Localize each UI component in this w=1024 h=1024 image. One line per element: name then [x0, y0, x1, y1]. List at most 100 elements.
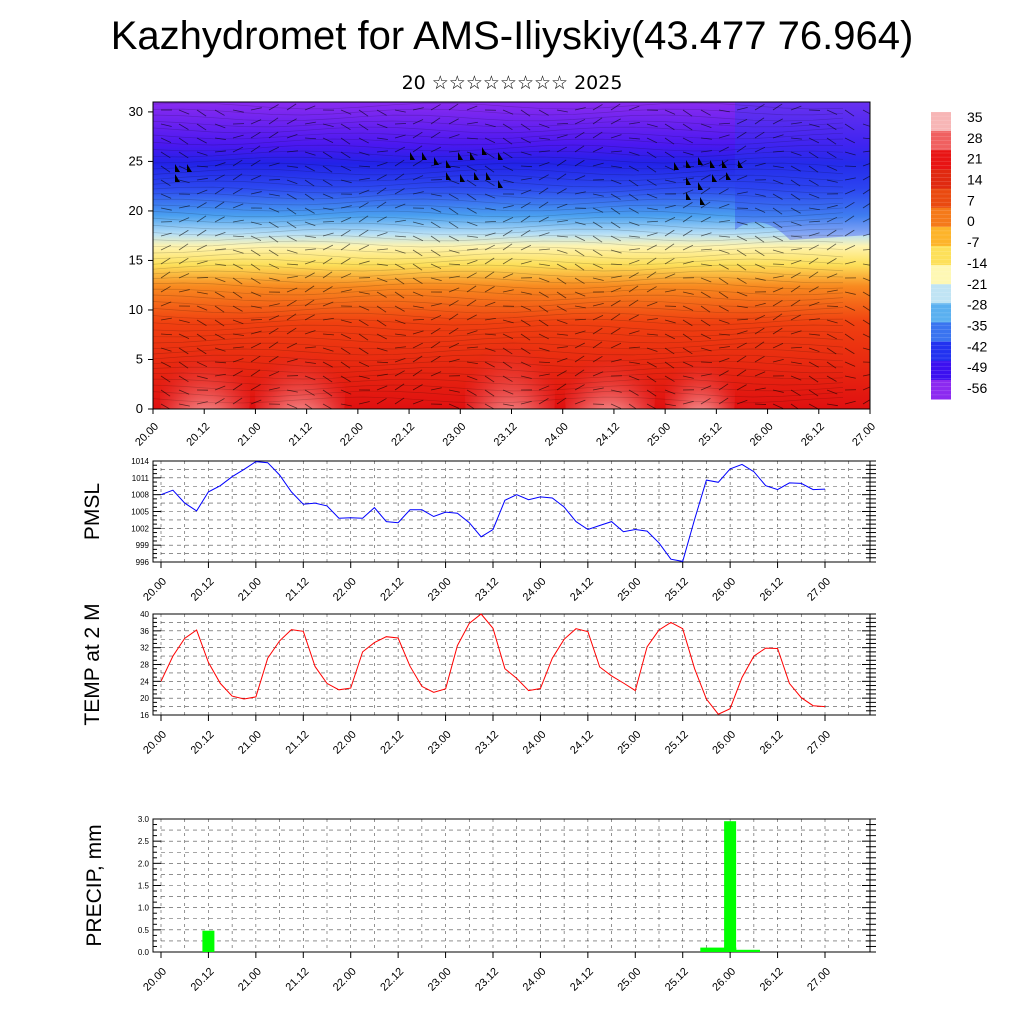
wind-barb [556, 291, 567, 299]
wind-barb [160, 333, 173, 336]
wind-streak [153, 198, 844, 206]
wind-barb [844, 244, 856, 251]
pmsl-y-tick-label: 1014 [131, 457, 149, 466]
wind-barb [826, 151, 837, 159]
wind-barb [682, 202, 693, 209]
wind-flag-14 [486, 172, 491, 180]
wind-barb [538, 291, 549, 298]
wind-barb [430, 221, 441, 229]
wind-barb [178, 123, 189, 130]
wind-barb [556, 277, 567, 285]
pmsl-x-tick-label: 26.12 [758, 576, 786, 604]
wind-streak [153, 180, 844, 188]
heatmap-x-tick-label: 26.00 [748, 421, 776, 449]
wind-barb [322, 123, 334, 128]
wind-barb [808, 207, 820, 211]
wind-barb [628, 193, 639, 201]
wind-barb [340, 403, 352, 407]
wind-barb [736, 330, 748, 335]
wind-barb [466, 235, 478, 238]
wind-barb [376, 333, 387, 340]
wind-barb [844, 400, 856, 405]
wind-barb [610, 327, 621, 335]
wind-barb [808, 286, 819, 293]
wind-barb [484, 179, 495, 186]
wind-streak [153, 378, 844, 386]
wind-barb [772, 389, 784, 393]
wind-flag-10 [498, 152, 503, 160]
wind-barb [772, 299, 783, 307]
colorbar-label: -14 [967, 255, 987, 271]
precip-x-tick-label: 21.12 [283, 966, 311, 994]
wind-barb [430, 131, 441, 139]
colorbar-label: 0 [967, 213, 975, 229]
wind-barb [286, 249, 298, 254]
wind-barb [196, 189, 208, 195]
wind-barb [736, 291, 748, 297]
wind-barb [556, 219, 568, 223]
wind-barb [286, 165, 298, 168]
wind-barb [574, 249, 585, 257]
temp-y-tick-label: 20 [140, 694, 149, 703]
temp-line [160, 613, 826, 715]
wind-barb [196, 361, 208, 368]
wind-barb [430, 263, 442, 269]
wind-barb [664, 151, 675, 159]
wind-barb [160, 403, 171, 409]
wind-barb [502, 389, 514, 395]
wind-barb [430, 235, 441, 243]
wind-barb [340, 333, 352, 340]
wind-barb [628, 361, 640, 365]
wind-barb [484, 301, 496, 307]
wind-barb [556, 146, 568, 153]
temp-x-tick-label: 21.12 [283, 729, 311, 757]
wind-barb [718, 134, 730, 139]
wind-barb [718, 357, 730, 363]
wind-barb [304, 235, 316, 238]
wind-barb [754, 131, 765, 139]
wind-barb [592, 104, 603, 111]
wind-barb [376, 319, 387, 327]
wind-barb [574, 277, 585, 284]
wind-barb [178, 403, 190, 407]
wind-barb [808, 318, 820, 321]
wind-barb [358, 333, 369, 341]
wind-barb [844, 229, 855, 237]
wind-barb [232, 235, 245, 238]
wind-barb [250, 159, 261, 167]
wind-barb [484, 361, 495, 368]
temp-y-tick-label: 24 [140, 677, 149, 686]
wind-barb [646, 165, 657, 173]
wind-barb [592, 327, 603, 335]
wind-barb [772, 327, 783, 335]
wind-barb [592, 341, 603, 349]
wind-barb [808, 220, 820, 223]
wind-barb [322, 257, 333, 265]
wind-barb [700, 385, 712, 391]
precip-x-tick-label: 27.00 [805, 966, 833, 994]
wind-barb [664, 257, 675, 265]
wind-barb [250, 384, 261, 391]
wind-barb [394, 319, 406, 325]
wind-barb [394, 358, 406, 363]
pmsl-x-tick-label: 25.00 [615, 576, 643, 604]
wind-barb [304, 272, 315, 279]
wind-barb [178, 179, 190, 184]
precip-bar-1 [700, 947, 737, 952]
wind-streak [153, 276, 844, 284]
wind-barb [340, 257, 351, 265]
wind-barb [736, 369, 747, 377]
wind-barb [250, 119, 262, 125]
wind-barb [340, 273, 352, 279]
wind-barb [646, 137, 658, 144]
temp-y-tick-label: 16 [140, 711, 149, 720]
wind-barb [466, 151, 478, 156]
precip-bar-2 [724, 821, 737, 952]
wind-barb [520, 361, 532, 367]
wind-barb [736, 131, 747, 139]
wind-barb [610, 389, 622, 393]
temp-x-tick-label: 20.00 [141, 729, 169, 757]
wind-barb [304, 260, 316, 265]
wind-barb [412, 107, 424, 111]
wind-barb [646, 347, 658, 352]
